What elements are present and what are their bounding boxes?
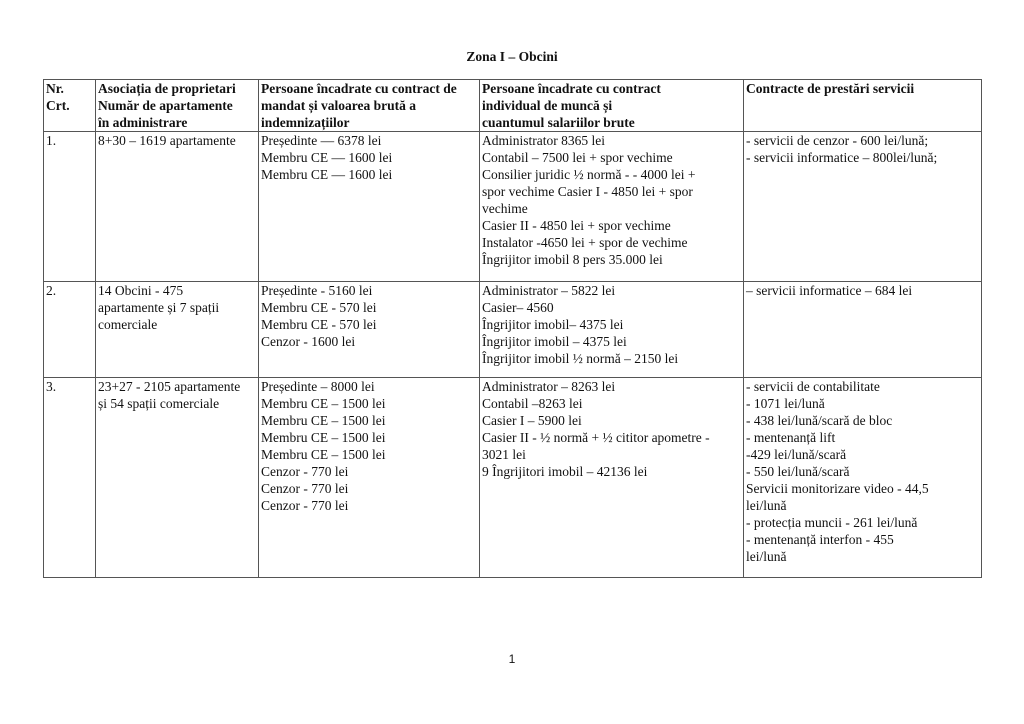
cell-line: - 550 lei/lună/scară (746, 464, 850, 479)
cell-mandat: Președinte - 5160 lei Membru CE - 570 lei… (258, 281, 480, 378)
cell-line: Membru CE - 570 lei (261, 300, 377, 315)
header-line: Contracte de prestări servicii (746, 81, 915, 96)
cell-line: spor vechime Casier I - 4850 lei + spor (482, 184, 693, 199)
cell-line: - protecția muncii - 261 lei/lună (746, 515, 918, 530)
header-line: indemnizațiilor (261, 115, 350, 130)
cell-mandat: Președinte – 8000 lei Membru CE – 1500 le… (258, 377, 480, 578)
cell-line: Contabil –8263 lei (482, 396, 583, 411)
cell-servicii: - servicii de contabilitate - 1071 lei/lu… (743, 377, 982, 578)
cell-line: Contabil – 7500 lei + spor vechime (482, 150, 673, 165)
header-servicii: Contracte de prestări servicii (743, 79, 982, 132)
cell-line: Consilier juridic ½ normă - - 4000 lei + (482, 167, 696, 182)
cell-line: Casier II - ½ normă + ½ cititor apometre… (482, 430, 710, 445)
cell-line: Îngrijitor imobil ½ normă – 2150 lei (482, 351, 679, 366)
page-title: Zona I – Obcini (466, 49, 558, 64)
cell-line: 23+27 - 2105 apartamente (98, 379, 241, 394)
cell-line: -429 lei/lună/scară (746, 447, 847, 462)
cell-nr: 1. (43, 131, 96, 282)
cell-mandat: Președinte — 6378 lei Membru CE — 1600 le… (258, 131, 480, 282)
cell-asociatia: 8+30 – 1619 apartamente (95, 131, 259, 282)
cell-line: 14 Obcini - 475 (98, 283, 184, 298)
cell-line: - mentenanță lift (746, 430, 836, 445)
header-line: Asociația de proprietari (98, 81, 236, 96)
cell-servicii: – servicii informatice – 684 lei (743, 281, 982, 378)
header-line: cuantumul salariilor brute (482, 115, 635, 130)
cell-line: 9 Îngrijitori imobil – 42136 lei (482, 464, 648, 479)
cell-line: Membru CE — 1600 lei (261, 150, 393, 165)
header-asociatia: Asociația de proprietari Număr de apartam… (95, 79, 259, 132)
cell-asociatia: 14 Obcini - 475 apartamente și 7 spații co… (95, 281, 259, 378)
data-table: Nr. Crt. Asociația de proprietari Număr de … (43, 79, 982, 578)
header-cim: Persoane încadrate cu contract individual… (479, 79, 744, 132)
cell-line: Președinte — 6378 lei (261, 133, 382, 148)
header-line: Număr de apartamente (98, 98, 233, 113)
cell-cim: Administrator – 8263 lei Contabil –8263 l… (479, 377, 744, 578)
cell-servicii: - servicii de cenzor - 600 lei/lună; - se… (743, 131, 982, 282)
cell-line: Administrator – 5822 lei (482, 283, 616, 298)
cell-line: lei/lună (746, 498, 787, 513)
cell-line: Servicii monitorizare video - 44,5 (746, 481, 929, 496)
cell-cim: Administrator 8365 lei Contabil – 7500 le… (479, 131, 744, 282)
header-line: Nr. (46, 81, 64, 96)
cell-line: 8+30 – 1619 apartamente (98, 133, 236, 148)
cell-line: – servicii informatice – 684 lei (746, 283, 913, 298)
cell-line: Administrator – 8263 lei (482, 379, 616, 394)
header-line: Persoane încadrate cu contract (482, 81, 661, 96)
cell-line: Membru CE – 1500 lei (261, 413, 386, 428)
cell-line: - servicii de contabilitate (746, 379, 880, 394)
cell-line: Îngrijitor imobil – 4375 lei (482, 334, 627, 349)
cell-line: lei/lună (746, 549, 787, 564)
cell-line: Casier– 4560 (482, 300, 554, 315)
table-row: 2. 14 Obcini - 475 apartamente și 7 spații… (43, 281, 982, 378)
cell-line: Membru CE – 1500 lei (261, 430, 386, 445)
header-line: în administrare (98, 115, 188, 130)
header-line: Crt. (46, 98, 70, 113)
cell-line: Președinte – 8000 lei (261, 379, 375, 394)
header-line: Persoane încadrate cu contract de (261, 81, 457, 96)
cell-cim: Administrator – 5822 lei Casier– 4560 Îngr… (479, 281, 744, 378)
header-line: mandat și valoarea brută a (261, 98, 417, 113)
cell-nr: 3. (43, 377, 96, 578)
cell-line: comerciale (98, 317, 158, 332)
page-number: 1 (508, 652, 516, 666)
cell-line: - servicii informatice – 800lei/lună; (746, 150, 938, 165)
cell-line: și 54 spații comerciale (98, 396, 220, 411)
cell-line: Casier II - 4850 lei + spor vechime (482, 218, 671, 233)
cell-line: - servicii de cenzor - 600 lei/lună; (746, 133, 929, 148)
header-row: Nr. Crt. Asociația de proprietari Număr de … (43, 79, 982, 132)
cell-line: Membru CE — 1600 lei (261, 167, 393, 182)
cell-line: 1. (46, 133, 57, 148)
cell-line: Cenzor - 770 lei (261, 464, 349, 479)
table-row: 1. 8+30 – 1619 apartamente Președinte — 63… (43, 131, 982, 282)
cell-line: apartamente și 7 spații (98, 300, 220, 315)
cell-line: Președinte - 5160 lei (261, 283, 373, 298)
header-line: individual de muncă și (482, 98, 613, 113)
cell-line: vechime (482, 201, 528, 216)
cell-line: Îngrijitor imobil 8 pers 35.000 lei (482, 252, 663, 267)
cell-line: - mentenanță interfon - 455 (746, 532, 894, 547)
header-nr: Nr. Crt. (43, 79, 96, 132)
cell-line: Administrator 8365 lei (482, 133, 605, 148)
cell-line: Membru CE - 570 lei (261, 317, 377, 332)
cell-nr: 2. (43, 281, 96, 378)
cell-line: 3021 lei (482, 447, 526, 462)
cell-line: Membru CE – 1500 lei (261, 396, 386, 411)
cell-line: - 438 lei/lună/scară de bloc (746, 413, 893, 428)
cell-line: - 1071 lei/lună (746, 396, 825, 411)
cell-line: Cenzor - 1600 lei (261, 334, 356, 349)
cell-line: Îngrijitor imobil– 4375 lei (482, 317, 624, 332)
cell-asociatia: 23+27 - 2105 apartamente și 54 spații com… (95, 377, 259, 578)
cell-line: 3. (46, 379, 57, 394)
cell-line: Instalator -4650 lei + spor de vechime (482, 235, 688, 250)
cell-line: Casier I – 5900 lei (482, 413, 582, 428)
cell-line: Cenzor - 770 lei (261, 481, 349, 496)
cell-line: 2. (46, 283, 57, 298)
cell-line: Cenzor - 770 lei (261, 498, 349, 513)
cell-line: Membru CE – 1500 lei (261, 447, 386, 462)
table-row: 3. 23+27 - 2105 apartamente și 54 spații c… (43, 377, 982, 578)
header-mandat: Persoane încadrate cu contract de mandat … (258, 79, 480, 132)
